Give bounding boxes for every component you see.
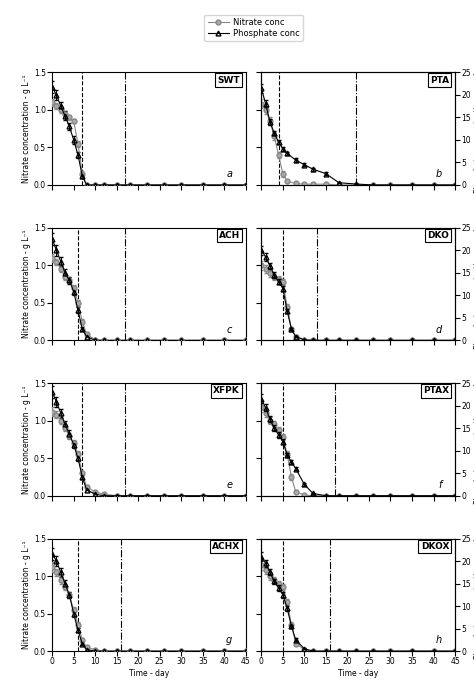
- X-axis label: Time - day: Time - day: [338, 669, 378, 678]
- Text: b: b: [435, 169, 441, 179]
- Text: XFPK: XFPK: [213, 387, 240, 395]
- Text: h: h: [435, 635, 441, 646]
- Text: ACHX: ACHX: [212, 542, 240, 551]
- Y-axis label: Nitrate concentration - g L⁻¹: Nitrate concentration - g L⁻¹: [22, 74, 31, 183]
- Y-axis label: Nitrate concentration - g L⁻¹: Nitrate concentration - g L⁻¹: [22, 385, 31, 493]
- Text: e: e: [226, 480, 232, 490]
- Text: DKOX: DKOX: [421, 542, 449, 551]
- Text: d: d: [435, 325, 441, 335]
- X-axis label: Time - day: Time - day: [129, 669, 169, 678]
- Text: PTA: PTA: [430, 76, 449, 85]
- Text: a: a: [226, 169, 232, 179]
- Text: g: g: [226, 635, 232, 646]
- Text: ACH: ACH: [219, 231, 240, 240]
- Y-axis label: Nitrate concentration - g L⁻¹: Nitrate concentration - g L⁻¹: [22, 230, 31, 338]
- Legend: Nitrate conc, Phosphate conc: Nitrate conc, Phosphate conc: [204, 14, 303, 41]
- Text: DKO: DKO: [428, 231, 449, 240]
- Y-axis label: Nitrate concentration - g L⁻¹: Nitrate concentration - g L⁻¹: [22, 541, 31, 649]
- Text: SWT: SWT: [218, 76, 240, 85]
- Text: c: c: [227, 325, 232, 335]
- Text: f: f: [438, 480, 441, 490]
- Text: PTAX: PTAX: [423, 387, 449, 395]
